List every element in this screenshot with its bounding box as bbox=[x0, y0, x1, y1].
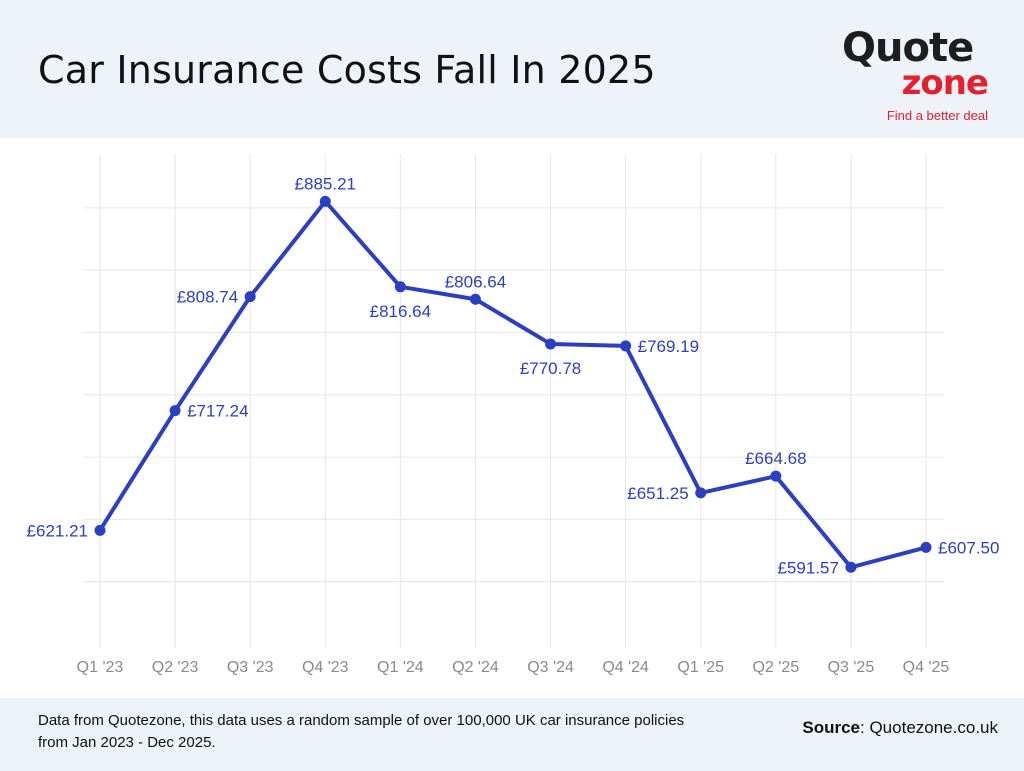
data-label: £717.24 bbox=[187, 402, 248, 421]
data-label: £770.78 bbox=[520, 359, 581, 378]
x-tick-label: Q1 '23 bbox=[77, 659, 124, 676]
data-label: £885.21 bbox=[295, 174, 356, 193]
data-point bbox=[695, 487, 707, 499]
chart-title: Car Insurance Costs Fall In 2025 bbox=[38, 48, 656, 92]
x-tick-label: Q4 '23 bbox=[302, 659, 349, 676]
chart-area: £621.21 £717.24 £808.74 £885.21 £816.64 £806.… bbox=[0, 138, 1024, 698]
x-tick-label: Q1 '24 bbox=[377, 659, 424, 676]
data-point bbox=[169, 405, 181, 417]
x-tick-label: Q3 '24 bbox=[527, 659, 574, 676]
x-tick-label: Q2 '25 bbox=[752, 659, 799, 676]
x-tick-label: Q3 '23 bbox=[227, 659, 274, 676]
x-tick-label: Q2 '24 bbox=[452, 659, 499, 676]
data-point bbox=[469, 293, 481, 305]
data-point bbox=[920, 541, 932, 553]
line-chart: £621.21 £717.24 £808.74 £885.21 £816.64 £806.… bbox=[27, 154, 999, 676]
footer-source: Source: Quotezone.co.uk bbox=[802, 718, 998, 738]
x-tick-label: Q1 '25 bbox=[677, 659, 724, 676]
data-label: £808.74 bbox=[177, 288, 238, 307]
data-point bbox=[94, 524, 106, 536]
data-point bbox=[620, 340, 632, 352]
source-label: Source bbox=[802, 718, 861, 737]
data-label: £621.21 bbox=[27, 521, 88, 540]
logo-zone-text: zone bbox=[901, 63, 989, 103]
data-label: £607.50 bbox=[938, 538, 999, 557]
source-value: : Quotezone.co.uk bbox=[860, 718, 998, 737]
data-label: £806.64 bbox=[445, 272, 506, 291]
x-tick-label: Q3 '25 bbox=[828, 659, 875, 676]
x-tick-label: Q4 '25 bbox=[903, 659, 950, 676]
data-point bbox=[244, 291, 256, 303]
x-tick-label: Q2 '23 bbox=[152, 659, 199, 676]
quotezone-logo: Quote zone Find a better deal bbox=[842, 26, 1002, 126]
data-label: £664.68 bbox=[745, 449, 806, 468]
data-point bbox=[545, 338, 557, 350]
data-point bbox=[770, 470, 782, 482]
footer-note: Data from Quotezone, this data uses a ra… bbox=[38, 712, 685, 751]
header-banner: Car Insurance Costs Fall In 2025 Quote z… bbox=[0, 0, 1024, 138]
data-point bbox=[394, 281, 406, 293]
logo-tagline: Find a better deal bbox=[886, 108, 988, 123]
x-tick-label: Q4 '24 bbox=[602, 659, 649, 676]
logo-quote-text: Quote bbox=[842, 25, 974, 71]
data-point bbox=[845, 561, 857, 573]
data-label: £591.57 bbox=[777, 558, 838, 577]
data-label: £769.19 bbox=[638, 337, 699, 356]
data-label: £816.64 bbox=[370, 302, 431, 321]
data-label: £651.25 bbox=[627, 484, 688, 503]
series-line bbox=[98, 199, 928, 570]
data-point bbox=[319, 195, 331, 207]
footer-banner: Data from Quotezone, this data uses a ra… bbox=[0, 698, 1024, 771]
